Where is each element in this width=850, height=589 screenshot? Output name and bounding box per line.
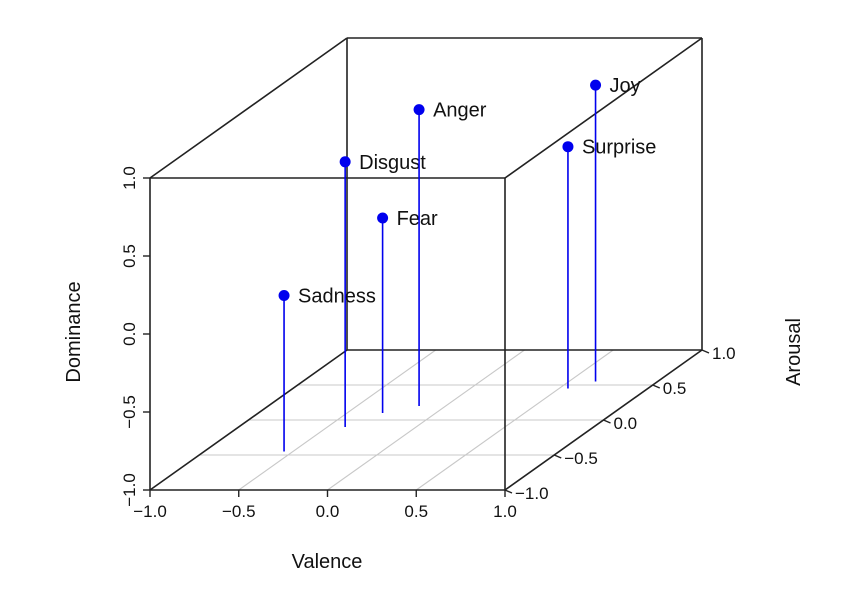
z-tick-label: 0.5	[120, 244, 139, 268]
x-tick-label: 0.5	[404, 502, 428, 521]
floor-grid-line-x	[415, 349, 614, 491]
point-label-joy: Joy	[610, 75, 641, 97]
y-tick-label: 0.0	[614, 414, 638, 433]
plot-box	[149, 37, 703, 491]
point-disgust	[339, 156, 351, 168]
y-tick-label: −0.5	[564, 449, 598, 468]
axis-ticks: −1.0 −0.5 0.0 0.5 1.0−1.0−0.50.00.51.0−1.0−0…	[120, 166, 736, 521]
y-axis-tick	[553, 454, 562, 459]
y-tick-label: 1.0	[712, 344, 736, 363]
box-edge	[504, 37, 703, 179]
y-tick-label: −1.0	[515, 484, 549, 503]
z-tick-label: 1.0	[120, 166, 139, 190]
z-axis-label: Dominance	[63, 281, 85, 382]
point-sadness	[278, 290, 290, 301]
box-edge	[149, 349, 348, 491]
x-tick-label: 1.0	[493, 502, 517, 521]
point-label-disgust: Disgust	[359, 152, 426, 174]
box-edge	[149, 37, 348, 179]
point-label-sadness: Sadness	[298, 286, 376, 308]
x-tick-label: −0.5	[222, 502, 256, 521]
x-tick-label: −1.0	[133, 502, 167, 521]
floor-grid	[199, 349, 653, 491]
x-tick-label: 0.0	[316, 502, 340, 521]
y-axis-tick	[504, 489, 513, 494]
point-surprise	[562, 141, 574, 153]
y-axis-tick	[652, 384, 661, 389]
point-joy	[590, 79, 602, 91]
y-axis-label: Arousal	[783, 318, 805, 386]
point-label-surprise: Surprise	[582, 137, 656, 159]
data-points: Sadness Disgust Fear Anger Surprise Joy	[278, 75, 656, 452]
point-anger	[413, 104, 425, 116]
y-axis-tick	[603, 419, 611, 424]
point-fear	[377, 212, 389, 224]
point-label-anger: Anger	[433, 100, 487, 122]
z-tick-label: −0.5	[120, 395, 139, 429]
z-tick-label: −1.0	[120, 473, 139, 507]
y-axis-tick	[701, 349, 710, 354]
x-axis-label: Valence	[292, 551, 363, 573]
y-tick-label: 0.5	[663, 379, 687, 398]
point-label-fear: Fear	[397, 208, 438, 230]
z-tick-label: 0.0	[120, 322, 139, 346]
